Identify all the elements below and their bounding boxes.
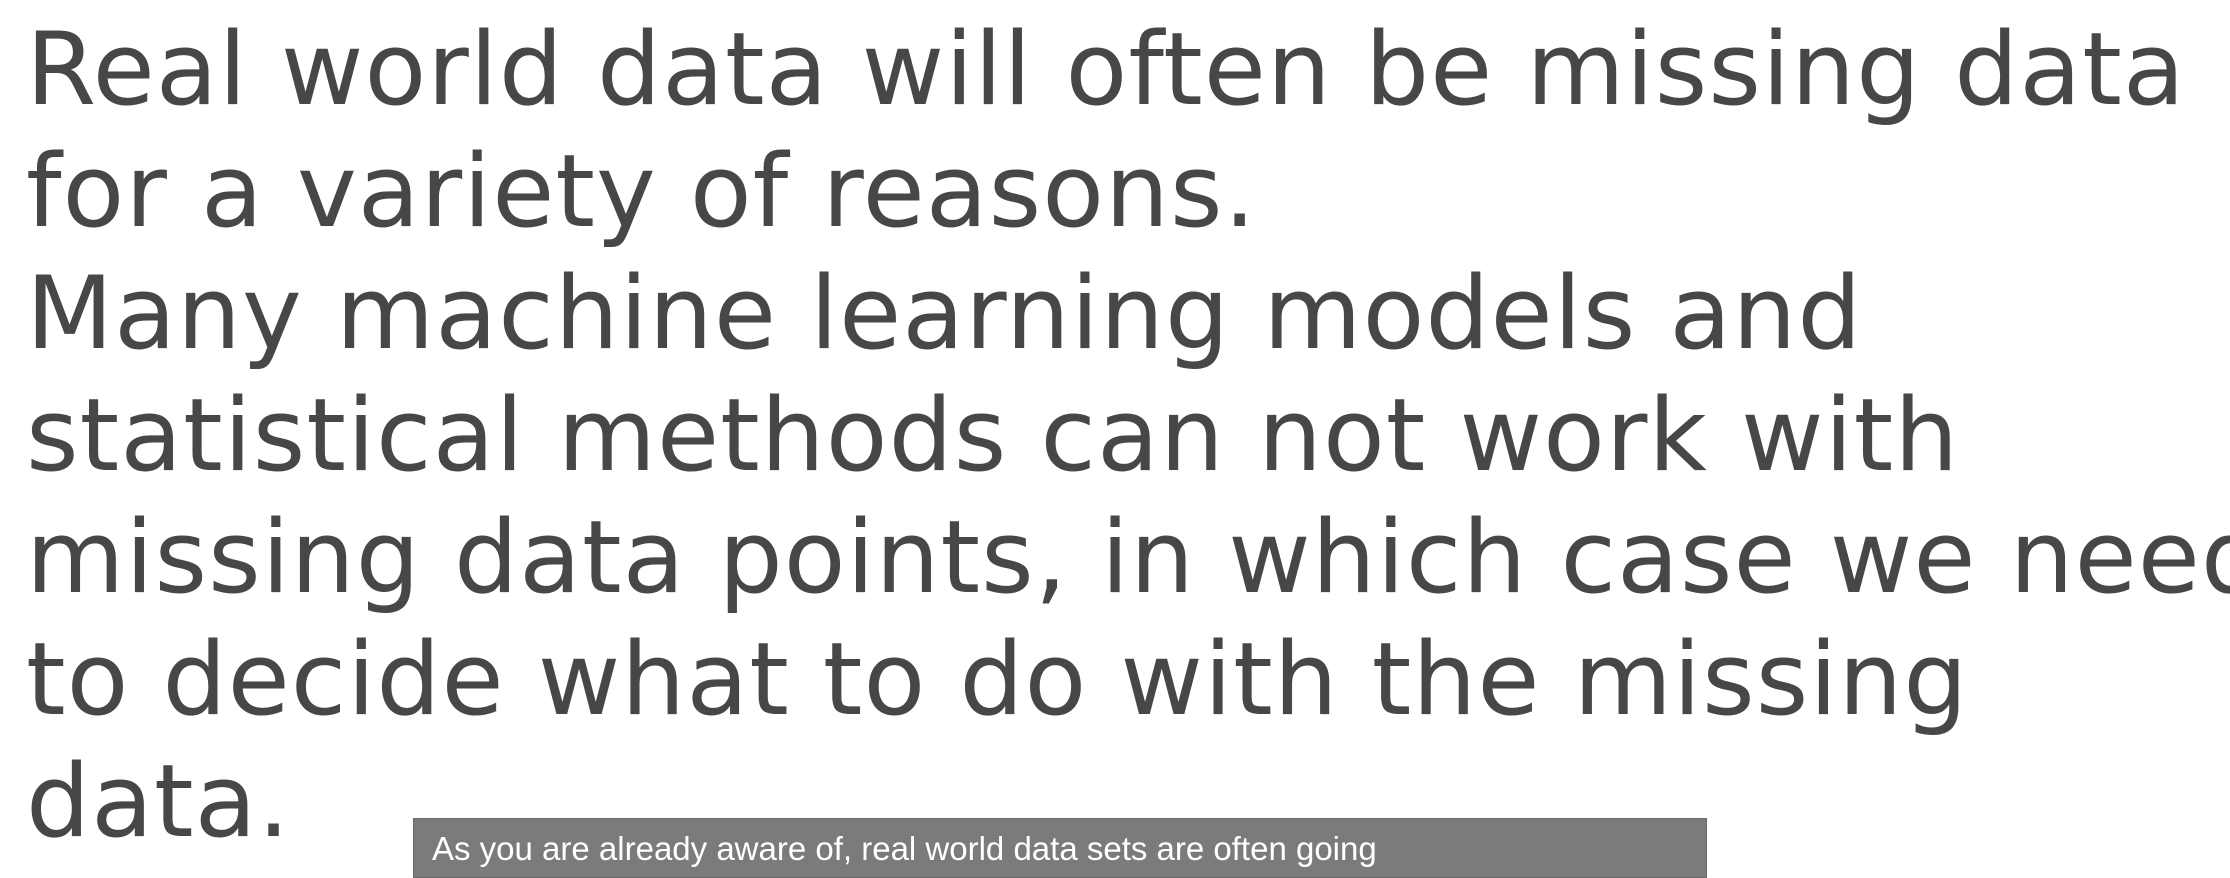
subtitle-caption: As you are already aware of, real world … [413,818,1707,878]
slide-paragraph-missing-data: Real world data will often be missing da… [26,10,2186,250]
slide-paragraph-models: Many machine learning models and statist… [26,254,2230,848]
subtitle-caption-text: As you are already aware of, real world … [432,830,1377,867]
slide-content: Real world data will often be missing da… [26,10,2230,848]
